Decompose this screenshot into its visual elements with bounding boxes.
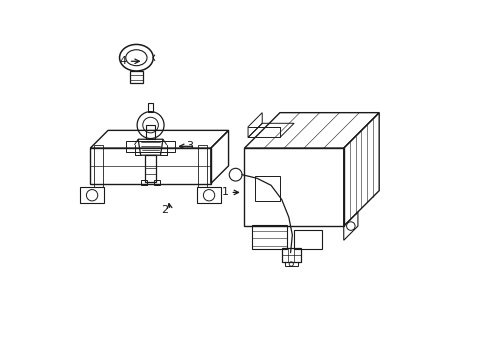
Bar xyxy=(251,225,286,249)
Bar xyxy=(130,71,142,84)
Bar xyxy=(293,230,322,249)
Bar xyxy=(284,261,297,266)
Bar xyxy=(146,125,155,139)
Bar xyxy=(125,141,175,152)
Bar xyxy=(255,176,279,201)
Bar xyxy=(281,248,301,261)
Bar xyxy=(141,180,147,185)
Text: 2: 2 xyxy=(161,205,168,215)
Bar xyxy=(94,145,102,187)
Text: 1: 1 xyxy=(221,188,228,197)
Text: 3: 3 xyxy=(186,141,193,151)
Text: 4: 4 xyxy=(120,56,126,66)
Bar xyxy=(198,145,207,187)
Bar xyxy=(154,180,160,185)
Bar xyxy=(147,103,153,112)
Bar xyxy=(144,155,156,182)
